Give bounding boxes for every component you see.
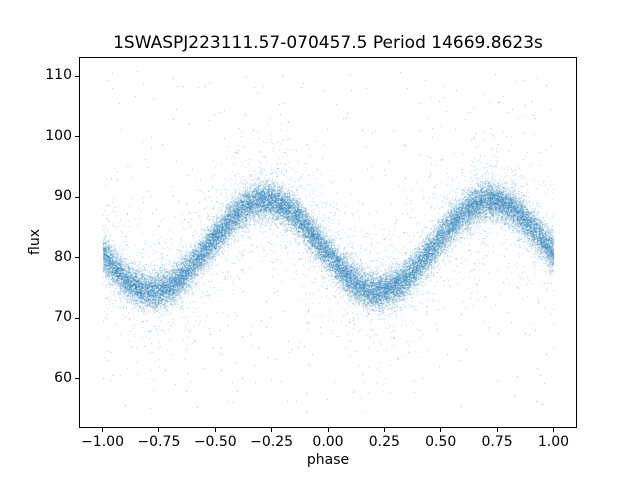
x-tick-label: 0.75 bbox=[481, 434, 513, 450]
y-tick-label: 70 bbox=[54, 309, 72, 326]
x-tick-label: 1.00 bbox=[537, 434, 570, 450]
y-tick-label: 80 bbox=[54, 248, 72, 265]
x-tick-label: 0.00 bbox=[312, 434, 344, 450]
y-tick-mark bbox=[75, 378, 79, 380]
y-tick-mark bbox=[75, 196, 79, 198]
x-tick-mark bbox=[214, 428, 216, 432]
scatter-canvas bbox=[80, 58, 576, 427]
x-tick-label: −0.50 bbox=[193, 434, 237, 450]
y-tick-label: 60 bbox=[54, 369, 72, 386]
plot-title: 1SWASPJ223111.57-070457.5 Period 14669.8… bbox=[113, 33, 543, 53]
y-tick-label: 90 bbox=[54, 188, 72, 205]
x-tick-mark bbox=[496, 428, 498, 432]
x-tick-mark bbox=[271, 428, 273, 432]
y-axis-label: flux bbox=[27, 229, 43, 255]
x-tick-label: 0.50 bbox=[425, 434, 457, 450]
y-tick-mark bbox=[75, 75, 79, 77]
x-axis-label: phase bbox=[306, 452, 350, 468]
x-tick-mark bbox=[327, 428, 329, 432]
x-tick-label: −1.00 bbox=[81, 434, 124, 450]
y-tick-mark bbox=[75, 136, 79, 138]
y-tick-mark bbox=[75, 317, 79, 319]
y-tick-label: 100 bbox=[45, 127, 72, 144]
x-tick-label: 0.25 bbox=[368, 434, 400, 450]
x-tick-mark bbox=[440, 428, 442, 432]
x-tick-label: −0.25 bbox=[250, 434, 294, 450]
axes-border bbox=[79, 57, 577, 428]
x-tick-mark bbox=[158, 428, 160, 432]
y-tick-label: 110 bbox=[45, 67, 72, 84]
x-tick-mark bbox=[552, 428, 554, 432]
x-tick-label: −0.75 bbox=[137, 434, 181, 450]
x-tick-mark bbox=[383, 428, 385, 432]
x-tick-mark bbox=[102, 428, 104, 432]
y-tick-mark bbox=[75, 257, 79, 259]
